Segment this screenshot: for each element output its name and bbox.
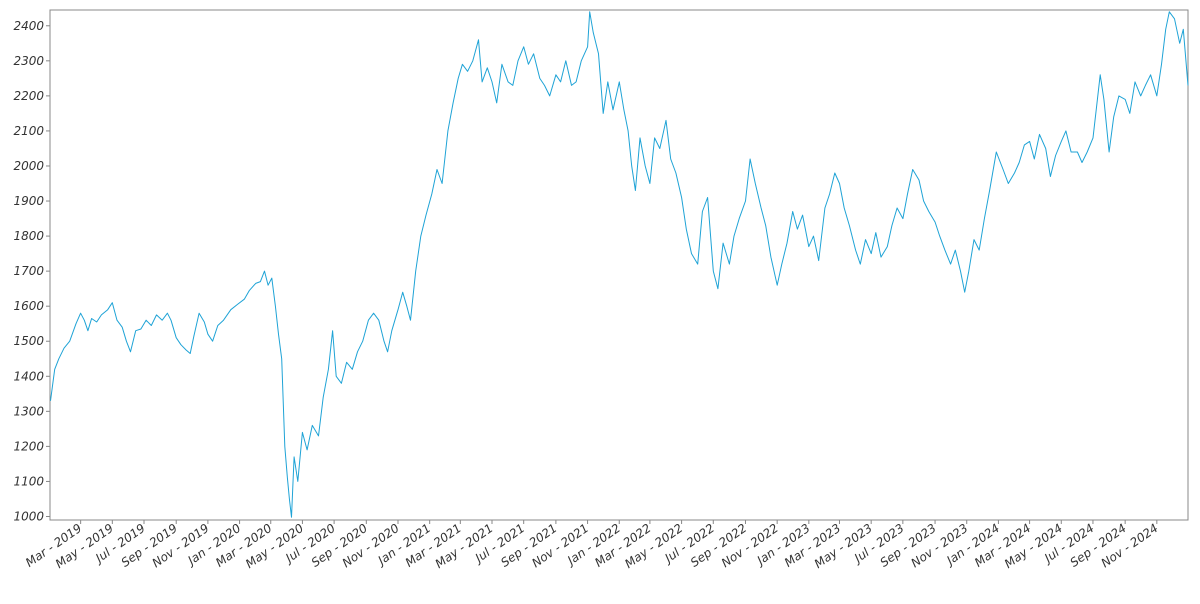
y-tick-label: 2100 (13, 124, 44, 138)
y-tick-label: 2300 (13, 54, 44, 68)
y-tick-label: 1800 (13, 229, 44, 243)
series-line (50, 11, 1189, 518)
y-tick-label: 1100 (13, 474, 44, 488)
y-tick-label: 1600 (13, 299, 44, 313)
y-tick-label: 2000 (13, 159, 44, 173)
y-tick-label: 1500 (13, 334, 44, 348)
y-axis: 1000 1100 1200 1300 1400 1500 1600 1700 1800 1900… (13, 19, 50, 523)
y-tick-label: 2400 (13, 19, 44, 33)
y-tick-label: 1000 (13, 509, 44, 523)
y-tick-label: 1400 (13, 369, 44, 383)
plot-frame (49, 9, 1189, 521)
y-tick-label: 1300 (13, 404, 44, 418)
y-tick-label: 1700 (13, 264, 44, 278)
y-tick-label: 2200 (13, 89, 44, 103)
y-tick-label: 1200 (13, 439, 44, 453)
y-tick-label: 1900 (13, 194, 44, 208)
series-layer (50, 11, 1189, 518)
